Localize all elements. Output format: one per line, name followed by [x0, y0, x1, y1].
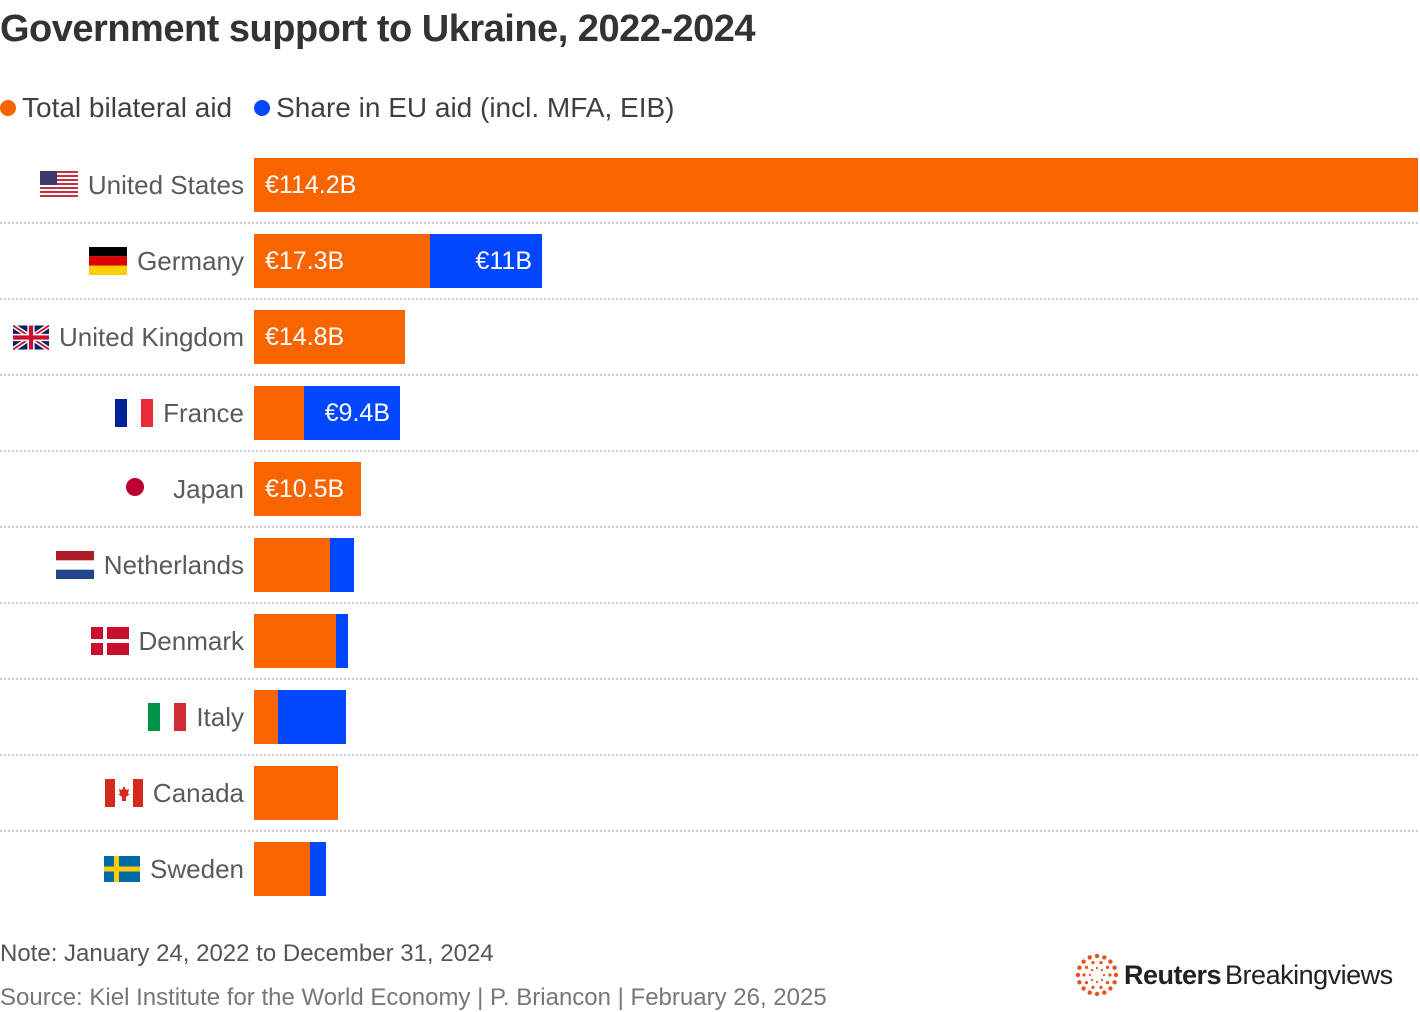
bar-bilateral: €10.5B — [254, 462, 361, 516]
category-name: United Kingdom — [59, 322, 244, 352]
category-name: Canada — [152, 778, 244, 808]
category-label: Japan — [125, 462, 244, 516]
bar-row: Japan €10.5B — [0, 462, 1420, 516]
bar-row: United Kingdom €14.8B — [0, 310, 1420, 364]
flag-dk-icon — [90, 627, 139, 655]
bar-bilateral: €17.3B — [254, 234, 430, 288]
flag-de-icon — [89, 247, 137, 275]
logo-bold: Reuters — [1124, 959, 1222, 990]
bar-eu-share: €9.4B — [304, 386, 400, 440]
data-label: €17.3B — [265, 247, 345, 275]
row-separator — [0, 754, 1418, 756]
legend: Total bilateral aid Share in EU aid (inc… — [0, 92, 696, 124]
category-name: France — [163, 398, 244, 428]
legend-label: Share in EU aid (incl. MFA, EIB) — [276, 92, 675, 123]
row-separator — [0, 526, 1418, 528]
data-label: €14.8B — [265, 323, 345, 351]
bar-eu-share — [278, 690, 346, 744]
reuters-dots-icon — [1076, 954, 1118, 996]
flag-se-icon — [104, 856, 150, 882]
category-name: Germany — [137, 246, 244, 276]
row-separator — [0, 298, 1418, 300]
bar-bilateral — [254, 766, 338, 820]
bar-eu-share — [330, 538, 354, 592]
category-label: France — [115, 386, 244, 440]
flag-ca-icon — [104, 779, 153, 807]
category-label: Denmark — [90, 614, 244, 668]
bar-eu-share: €11B — [430, 234, 542, 288]
bar-row: Italy — [0, 690, 1420, 744]
bar-bilateral: €114.2B — [254, 158, 1418, 212]
category-name: Italy — [196, 702, 244, 732]
data-label: €9.4B — [324, 399, 390, 427]
category-label: Sweden — [104, 842, 244, 896]
row-separator — [0, 602, 1418, 604]
legend-dot — [254, 100, 271, 116]
row-separator — [0, 830, 1418, 832]
category-label: Canada — [104, 766, 244, 820]
flag-nl-icon — [55, 551, 104, 579]
category-name: United States — [87, 170, 244, 200]
category-name: Sweden — [150, 854, 244, 884]
bar-bilateral — [254, 690, 278, 744]
data-label: €114.2B — [265, 171, 357, 199]
row-separator — [0, 450, 1418, 452]
bar-row: Germany €17.3B €11B — [0, 234, 1420, 288]
bar-bilateral — [254, 842, 310, 896]
reuters-breakingviews-logo: Reuters Breakingviews — [1076, 954, 1393, 996]
bar-bilateral — [254, 386, 304, 440]
bar-bilateral: €14.8B — [254, 310, 405, 364]
bar-bilateral — [254, 538, 330, 592]
flag-us-icon — [39, 171, 88, 199]
category-label: Germany — [89, 234, 244, 288]
logo-regular: Breakingviews — [1225, 959, 1393, 990]
category-label: Italy — [148, 690, 244, 744]
category-name: Netherlands — [103, 550, 244, 580]
bar-row: United States €114.2B — [0, 158, 1420, 212]
category-name: Denmark — [138, 626, 244, 656]
chart-title: Government support to Ukraine, 2022-2024 — [0, 8, 756, 50]
row-separator — [0, 374, 1418, 376]
data-label: €11B — [475, 247, 532, 275]
row-separator — [0, 222, 1418, 224]
category-label: Netherlands — [55, 538, 244, 592]
note: Note: January 24, 2022 to December 31, 2… — [0, 940, 494, 967]
bar-eu-share — [336, 614, 348, 668]
data-label: €10.5B — [265, 475, 345, 503]
bar-row: France €9.4B — [0, 386, 1420, 440]
bar-eu-share — [310, 842, 326, 896]
bar-row: Denmark — [0, 614, 1420, 668]
flag-jp-icon — [125, 475, 173, 503]
legend-dot — [0, 100, 16, 116]
bar-bilateral — [254, 614, 336, 668]
legend-item-bilateral: Total bilateral aid — [0, 92, 232, 124]
row-separator — [0, 678, 1418, 680]
flag-it-icon — [148, 703, 196, 731]
flag-fr-icon — [115, 399, 163, 427]
source: Source: Kiel Institute for the World Eco… — [0, 984, 827, 1011]
legend-item-eu: Share in EU aid (incl. MFA, EIB) — [254, 92, 674, 124]
bar-row: Netherlands — [0, 538, 1420, 592]
bar-row: Canada — [0, 766, 1420, 820]
category-name: Japan — [173, 474, 244, 504]
category-label: United States — [39, 158, 244, 212]
flag-gb-icon — [13, 323, 59, 351]
legend-label: Total bilateral aid — [22, 92, 233, 123]
bar-row: Sweden — [0, 842, 1420, 896]
category-label: United Kingdom — [13, 310, 244, 364]
